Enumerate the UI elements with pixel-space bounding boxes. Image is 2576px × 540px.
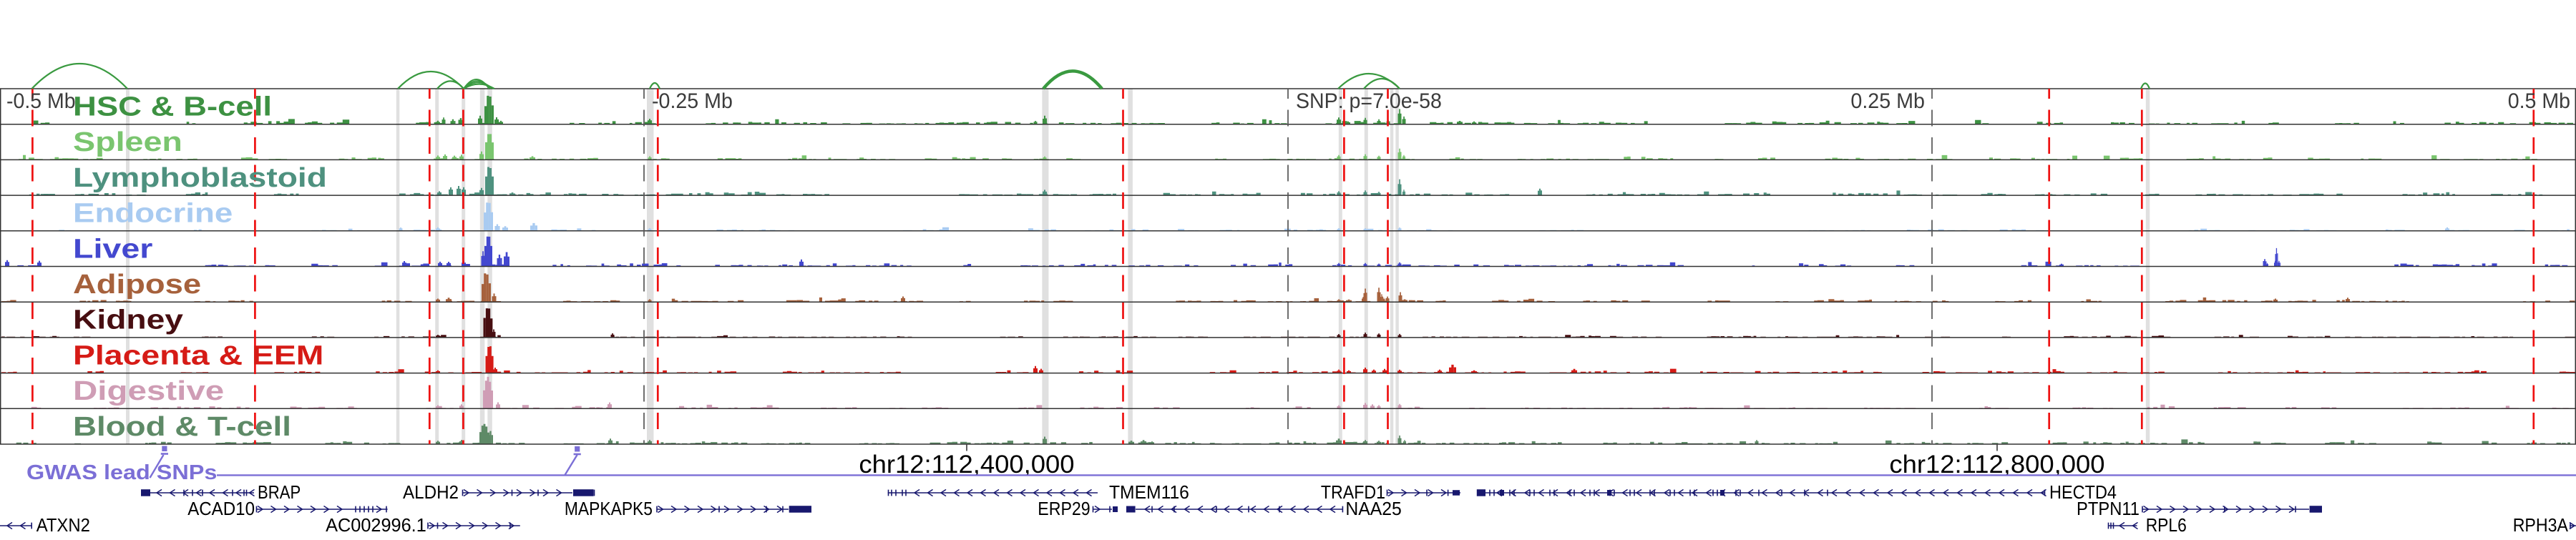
- svg-text:Liver: Liver: [73, 233, 153, 264]
- svg-text:SNP: p=7.0e-58: SNP: p=7.0e-58: [1296, 89, 1442, 113]
- svg-text:HSC & B-cell: HSC & B-cell: [73, 92, 272, 122]
- svg-text:AC002996.1: AC002996.1: [326, 516, 426, 536]
- svg-text:Lymphoblastoid: Lymphoblastoid: [73, 162, 327, 193]
- svg-text:RPH3A: RPH3A: [2513, 516, 2568, 536]
- svg-text:PTPN11: PTPN11: [2077, 499, 2140, 519]
- svg-text:Blood & T-cell: Blood & T-cell: [73, 411, 291, 442]
- svg-text:chr12:112,800,000: chr12:112,800,000: [1889, 451, 2104, 478]
- svg-text:Adipose: Adipose: [73, 269, 201, 300]
- svg-text:0.5 Mb: 0.5 Mb: [2508, 89, 2570, 113]
- svg-text:ALDH2: ALDH2: [403, 483, 459, 503]
- svg-text:-0.25 Mb: -0.25 Mb: [652, 89, 733, 113]
- svg-text:Placenta & EEM: Placenta & EEM: [73, 340, 323, 370]
- svg-text:TRAFD1: TRAFD1: [1321, 483, 1385, 503]
- svg-text:NAA25: NAA25: [1345, 499, 1401, 519]
- svg-text:Spleen: Spleen: [73, 127, 182, 157]
- svg-text:ACAD10: ACAD10: [187, 499, 255, 519]
- svg-text:Kidney: Kidney: [73, 305, 184, 335]
- svg-text:Endocrine: Endocrine: [73, 198, 233, 229]
- svg-text:chr12:112,400,000: chr12:112,400,000: [859, 451, 1074, 478]
- svg-text:ERP29: ERP29: [1038, 499, 1090, 519]
- svg-text:0.25 Mb: 0.25 Mb: [1850, 89, 1925, 113]
- svg-text:HECTD4: HECTD4: [2049, 483, 2117, 503]
- svg-text:BRAP: BRAP: [258, 483, 301, 503]
- svg-text:-0.5 Mb: -0.5 Mb: [6, 89, 76, 113]
- svg-text:ATXN2: ATXN2: [36, 516, 90, 536]
- svg-text:MAPKAPK5: MAPKAPK5: [565, 499, 653, 519]
- svg-text:TMEM116: TMEM116: [1109, 483, 1189, 503]
- svg-text:RPL6: RPL6: [2146, 516, 2187, 536]
- svg-text:Digestive: Digestive: [73, 375, 224, 406]
- svg-text:GWAS lead SNPs: GWAS lead SNPs: [26, 461, 217, 484]
